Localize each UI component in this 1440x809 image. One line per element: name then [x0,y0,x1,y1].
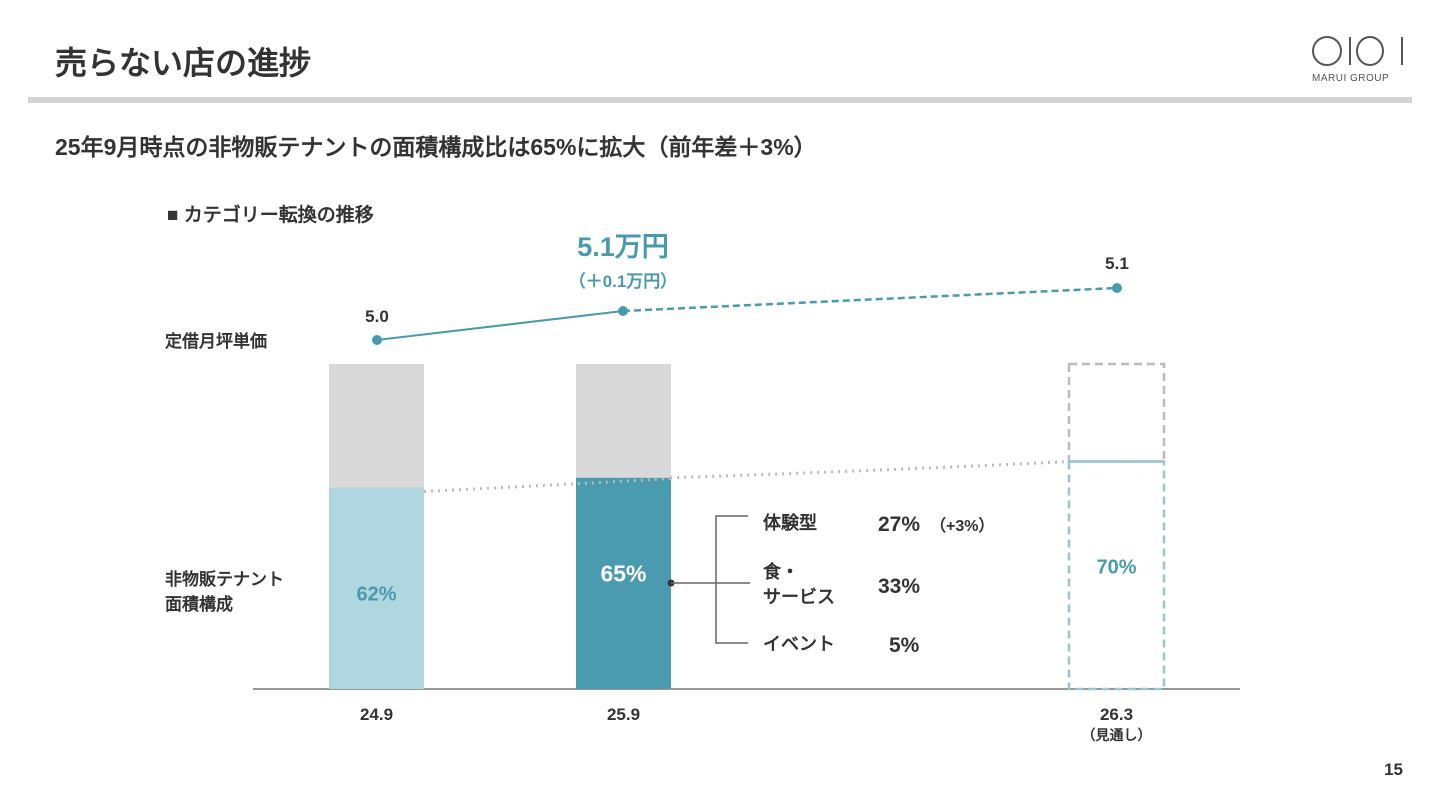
bar-remainder [576,364,671,478]
breakdown-value: 5% [889,634,920,657]
bar-value-label: 65% [600,560,646,586]
breakdown-label: 食・ [762,561,799,582]
breakdown-bracket [715,515,748,644]
line-value-note: （＋0.1万円） [569,271,678,291]
page-number: 15 [1384,760,1403,779]
trend-connector [423,460,1070,493]
x-tick-label: 25.9 [607,705,640,724]
line-value-label-highlight: 5.1万円 [577,232,669,262]
x-tick-label: 24.9 [360,705,393,724]
bar-series-label-2: 面積構成 [165,594,233,614]
logo-text: MARUI GROUP [1312,73,1390,84]
line-value-label: 5.0 [365,307,389,326]
section-title: ■ カテゴリー転換の推移 [167,205,374,226]
bar-value-label: 70% [1096,556,1136,578]
bar [329,487,424,689]
line-point [1112,283,1122,293]
breakdown-label: イベント [763,634,835,654]
bar [576,477,671,689]
bar-remainder-projected [1067,362,1166,463]
x-tick-label: 26.3 [1100,705,1133,724]
line-point [372,335,382,345]
breakdown-value: 27% [878,513,920,536]
line-segment-projected [622,286,1118,313]
line-segment [376,310,624,341]
subtitle: 25年9月時点の非物販テナントの面積構成比は65%に拡大（前年差＋3%） [55,134,817,160]
line-point [618,306,628,316]
bar-remainder [329,364,424,488]
breakdown-note: （+3%） [930,517,994,535]
breakdown-value: 33% [878,575,920,598]
line-value-label: 5.1 [1105,254,1129,273]
bar-value-label: 62% [356,583,396,605]
bar-projected [1067,460,1166,691]
marui-group-logo [1310,35,1410,76]
x-tick-note: （見通し） [1082,727,1152,743]
title-divider [28,97,1412,103]
breakdown-label: サービス [763,587,835,607]
bar-series-label-1: 非物販テナント [165,569,284,589]
page-title: 売らない店の進捗 [55,45,312,81]
breakdown-label: 体験型 [763,512,817,533]
line-series-label: 定借月坪単価 [165,331,267,351]
